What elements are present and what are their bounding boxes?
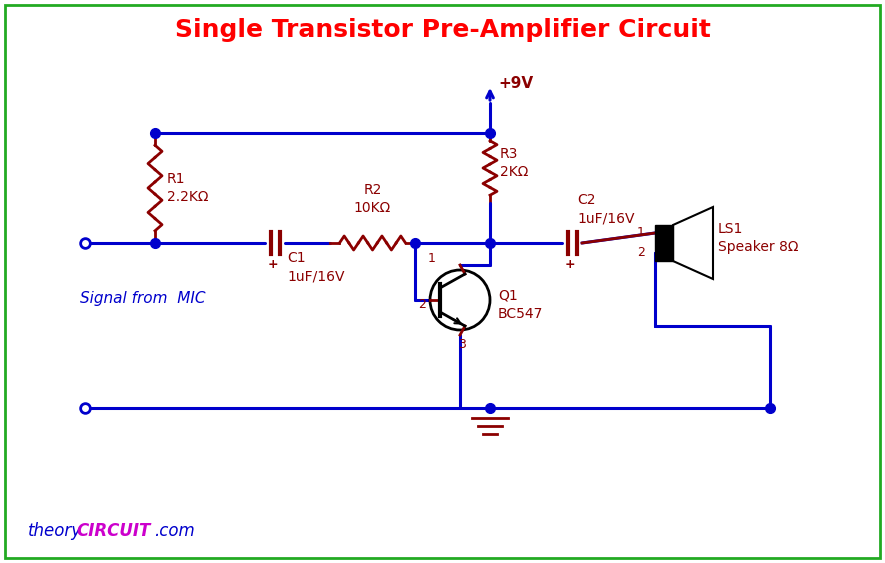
Text: 3: 3 bbox=[458, 338, 466, 351]
Text: Q1
BC547: Q1 BC547 bbox=[498, 289, 543, 321]
Text: +: + bbox=[267, 258, 278, 271]
Text: C1
1uF/16V: C1 1uF/16V bbox=[287, 251, 344, 283]
Text: 2: 2 bbox=[418, 298, 426, 311]
Text: R3
2KΩ: R3 2KΩ bbox=[500, 147, 528, 179]
Text: 2: 2 bbox=[637, 247, 645, 260]
Text: Single Transistor Pre-Amplifier Circuit: Single Transistor Pre-Amplifier Circuit bbox=[174, 18, 711, 42]
Text: +9V: +9V bbox=[498, 75, 533, 91]
Text: theory: theory bbox=[28, 522, 82, 540]
Text: C2
1uF/16V: C2 1uF/16V bbox=[577, 193, 635, 225]
Text: .com: .com bbox=[154, 522, 195, 540]
Text: 1: 1 bbox=[428, 252, 436, 265]
Text: R2
10KΩ: R2 10KΩ bbox=[354, 182, 391, 215]
Text: R1
2.2KΩ: R1 2.2KΩ bbox=[167, 172, 209, 204]
Text: CIRCUIT: CIRCUIT bbox=[76, 522, 150, 540]
Text: 1: 1 bbox=[637, 226, 645, 239]
Text: LS1
Speaker 8Ω: LS1 Speaker 8Ω bbox=[718, 222, 798, 254]
Text: +: + bbox=[565, 258, 575, 271]
Bar bbox=[655, 225, 673, 261]
Text: Signal from  MIC: Signal from MIC bbox=[80, 291, 205, 306]
